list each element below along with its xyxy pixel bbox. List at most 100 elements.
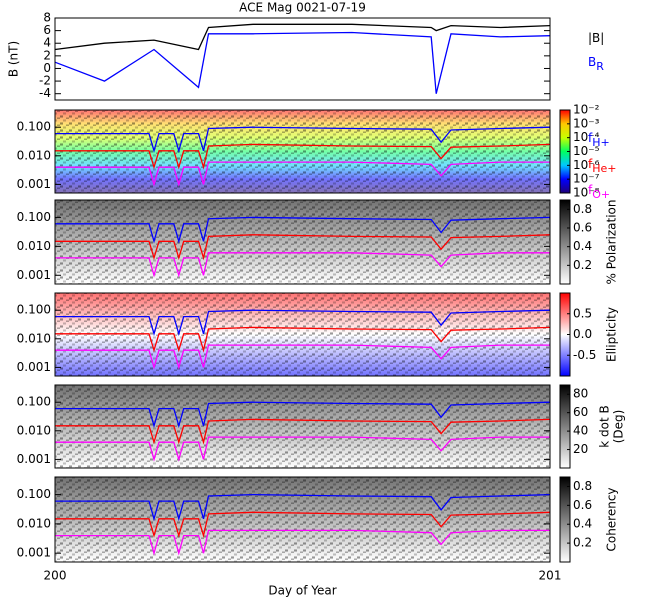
line xyxy=(55,161,550,187)
colorbar-label: Coherency xyxy=(605,487,619,551)
line xyxy=(55,216,551,244)
y-tick-label: 0 xyxy=(43,61,51,75)
y-tick-label: 0.010 xyxy=(17,148,51,162)
colorbar-label: % Polarization xyxy=(605,200,619,285)
colorbar-tick-label: 10⁻⁵ xyxy=(573,144,600,158)
line xyxy=(55,529,550,556)
legend-subscript: H+ xyxy=(592,136,610,149)
y-tick-label: 0.100 xyxy=(17,210,51,224)
colorbar-tick-label: 0.8 xyxy=(573,202,592,216)
line xyxy=(55,309,551,337)
line xyxy=(55,252,550,278)
colorbar-tick-label: 10⁻² xyxy=(573,103,600,117)
plot-frame xyxy=(54,17,551,101)
spectrogram-texture xyxy=(55,110,550,193)
line xyxy=(55,234,551,261)
y-tick-label: 0.100 xyxy=(17,303,51,317)
line xyxy=(55,493,551,522)
y-tick-label: 0.100 xyxy=(17,487,51,501)
y-tick-label: 0.100 xyxy=(17,120,51,134)
line xyxy=(55,326,551,353)
colorbar-tick-label: 60 xyxy=(573,405,588,419)
y-tick-label: 8 xyxy=(43,11,51,25)
legend-name: f xyxy=(588,157,593,171)
y-tick-label: 0.010 xyxy=(17,239,51,253)
colorbar-tick-label: 0.4 xyxy=(573,517,592,531)
colorbar-label: Ellipticity xyxy=(605,307,619,362)
plot-frame xyxy=(54,476,551,563)
y-tick-label: -4 xyxy=(39,86,51,100)
colorbar-label: (Deg) xyxy=(612,410,626,444)
colorbar-tick-label: -0.5 xyxy=(573,348,596,362)
colorbar-tick-label: 0.4 xyxy=(573,239,592,253)
legend-label: fH+ xyxy=(588,131,610,150)
colorbar-tick-label: 0.2 xyxy=(573,536,592,550)
y-tick-label: 0.010 xyxy=(17,423,51,437)
y-tick-label: 4 xyxy=(43,36,51,50)
y-tick-label: 0.001 xyxy=(17,546,51,560)
line xyxy=(55,401,551,429)
spectrogram-texture xyxy=(55,293,550,376)
colorbar-tick-label: 0.5 xyxy=(573,306,592,320)
line xyxy=(55,418,551,445)
colorbar-label: k dot B xyxy=(598,405,612,447)
legend-label: fO+ xyxy=(588,183,610,202)
plot-frame xyxy=(54,292,551,377)
plot-frame xyxy=(54,109,551,194)
y-tick-label: 2 xyxy=(43,48,51,62)
legend-name: f xyxy=(588,183,593,197)
x-tick-label: 201 xyxy=(539,569,562,583)
legend-label: |B| xyxy=(588,31,604,45)
colorbar-tick-label: 10⁻⁶ xyxy=(573,158,600,172)
colorbar-tick-label: 10⁻³ xyxy=(573,116,600,130)
legend-name: f xyxy=(588,131,593,145)
legend-label: BR xyxy=(588,55,604,74)
y-tick-label: 0.010 xyxy=(17,516,51,530)
colorbar-tick-label: 10⁻⁴ xyxy=(573,130,600,144)
line xyxy=(54,31,551,94)
colorbar-tick-label: 20 xyxy=(573,442,588,456)
y-tick-label: 0.001 xyxy=(17,452,51,466)
legend-subscript: He+ xyxy=(592,162,616,175)
colorbar-tick-label: 0.8 xyxy=(573,479,592,493)
y-tick-label: 6 xyxy=(43,23,51,37)
legend-name: |B| xyxy=(588,31,604,45)
legend-label: fHe+ xyxy=(588,157,617,176)
colorbar-tick-label: 10⁻⁸ xyxy=(573,186,600,200)
colorbar-tick-label: 40 xyxy=(573,424,588,438)
legend-subscript: R xyxy=(596,60,604,73)
y-tick-label: 0.001 xyxy=(17,177,51,191)
y-tick-label: 0.100 xyxy=(17,395,51,409)
y-tick-label: 0.010 xyxy=(17,331,51,345)
y-tick-label: 0.001 xyxy=(17,360,51,374)
colorbar-tick-label: 0.0 xyxy=(573,327,592,341)
colorbar xyxy=(559,476,571,563)
legend-name: B xyxy=(588,55,596,69)
spectrogram-texture xyxy=(55,385,550,468)
colorbar-tick-label: 0.2 xyxy=(573,258,592,272)
colorbar-tick-label: 80 xyxy=(573,387,588,401)
line xyxy=(55,126,551,154)
x-tick-label: 200 xyxy=(44,569,67,583)
colorbar-tick-label: 0.6 xyxy=(573,221,592,235)
colorbar xyxy=(559,199,571,285)
legend-subscript: O+ xyxy=(592,188,610,201)
spectrogram-texture xyxy=(55,477,550,562)
spectrogram-texture xyxy=(55,200,550,284)
colorbar xyxy=(559,384,571,469)
line xyxy=(54,23,551,51)
y-tick-label: 0.001 xyxy=(17,268,51,282)
chart-title: ACE Mag 0021-07-19 xyxy=(239,1,366,15)
colorbar-tick-label: 0.6 xyxy=(573,498,592,512)
y-axis-label: B (nT) xyxy=(7,41,21,77)
plot-frame xyxy=(54,199,551,285)
line xyxy=(55,344,550,370)
x-axis-label: Day of Year xyxy=(268,584,336,598)
line xyxy=(55,143,551,170)
plot-frame xyxy=(54,384,551,469)
y-tick-label: -2 xyxy=(39,74,51,88)
colorbar-tick-label: 10⁻⁷ xyxy=(573,172,600,186)
line xyxy=(55,511,551,539)
line xyxy=(55,436,550,462)
